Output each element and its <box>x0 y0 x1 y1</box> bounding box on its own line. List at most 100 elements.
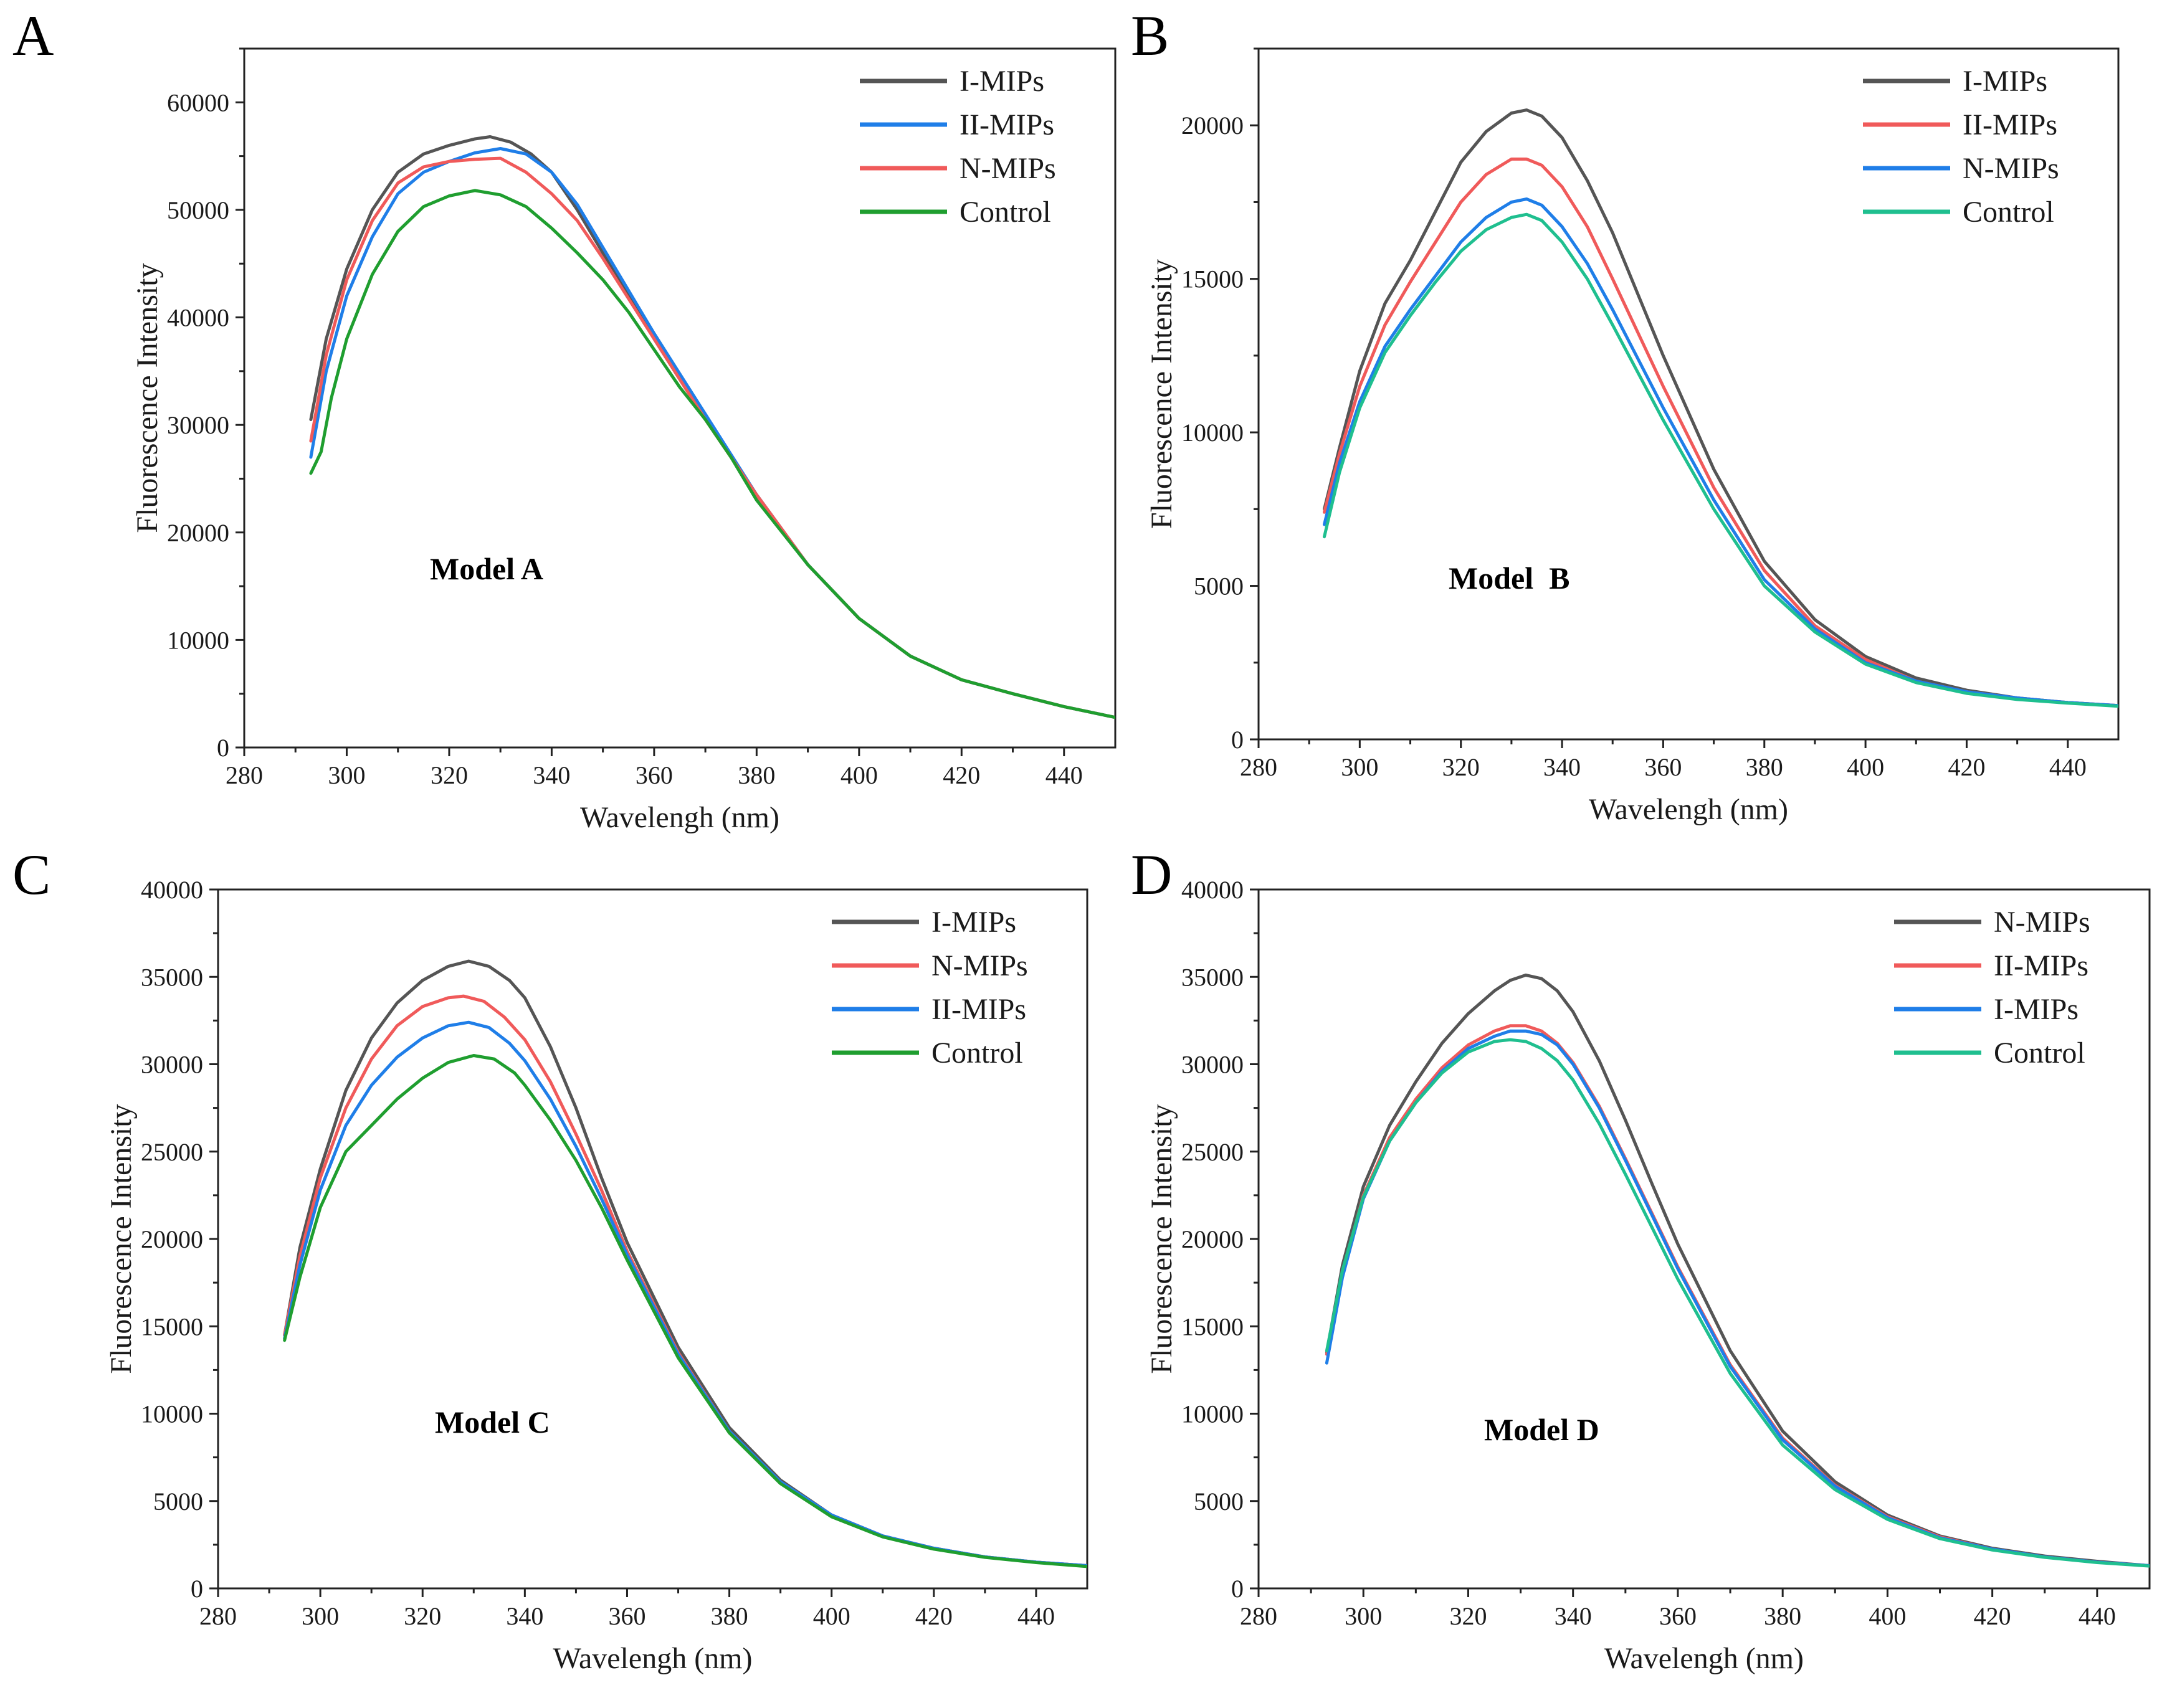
y-tick-label: 20000 <box>167 519 229 547</box>
panel-b: B 280 300 320 340 360 380 400 420 440 0 5000 10000 15… <box>1131 4 2120 826</box>
y-axis-title: Fluorescence Intensity <box>131 263 164 533</box>
y-tick-label: 15000 <box>1181 1312 1244 1340</box>
x-tick-label: 420 <box>1974 1602 2011 1630</box>
y-tick-label: 20000 <box>1181 1225 1244 1253</box>
y-axis-title: Fluorescence Intensity <box>1145 259 1178 529</box>
x-tick-label: 340 <box>1555 1602 1592 1630</box>
y-tick-label: 5000 <box>1194 1487 1244 1516</box>
x-tick-label: 440 <box>2079 1602 2116 1630</box>
legend-label: II-MIPs <box>1963 108 2057 141</box>
series-line-control <box>1323 212 2118 708</box>
y-tick-label: 15000 <box>141 1312 203 1340</box>
x-tick-label: 360 <box>1644 753 1682 781</box>
legend-label: Control <box>931 1037 1023 1070</box>
x-tick-label: 300 <box>328 761 365 789</box>
x-tick-label: 300 <box>302 1602 339 1630</box>
legend-label: N-MIPs <box>1963 152 2059 185</box>
x-tick-label: 400 <box>1869 1602 1906 1630</box>
series-line-control <box>1325 1038 2150 1568</box>
legend-label: II-MIPs <box>931 993 1026 1026</box>
y-tick-label: 40000 <box>167 304 229 332</box>
x-axis-title: Wavelengh (nm) <box>1589 793 1788 826</box>
x-tick-label: 420 <box>1948 753 1985 781</box>
x-tick-label: 280 <box>199 1602 237 1630</box>
legend-label: Control <box>1963 196 2054 229</box>
y-tick-label: 25000 <box>1181 1138 1244 1166</box>
legend-label: Control <box>960 196 1051 229</box>
x-tick-label: 320 <box>1442 753 1480 781</box>
y-tick-label: 25000 <box>141 1138 203 1166</box>
x-tick-label: 440 <box>1017 1602 1055 1630</box>
x-axis-title: Wavelengh (nm) <box>1604 1642 1804 1675</box>
y-tick-label: 0 <box>191 1575 203 1603</box>
plot-frame <box>243 47 1117 749</box>
x-tick-label: 280 <box>226 761 263 789</box>
x-tick-label: 340 <box>506 1602 543 1630</box>
y-tick-label: 5000 <box>153 1487 203 1516</box>
x-tick-label: 400 <box>813 1602 850 1630</box>
y-tick-label: 10000 <box>1181 419 1244 447</box>
legend-label: N-MIPs <box>960 152 1056 185</box>
y-tick-label: 0 <box>1231 726 1244 754</box>
legend-label: II-MIPs <box>1994 949 2088 982</box>
y-tick-label: 35000 <box>1181 963 1244 991</box>
y-tick-label: 5000 <box>1194 572 1244 600</box>
y-tick-label: 10000 <box>167 626 229 654</box>
x-tick-label: 420 <box>943 761 980 789</box>
x-tick-label: 340 <box>533 761 570 789</box>
legend-label: I-MIPs <box>1963 65 2047 98</box>
legend-label: Control <box>1994 1037 2085 1070</box>
panel-c: C 280 300 320 340 360 380 400 420 440 0 5000 10000 15… <box>12 843 1088 1675</box>
x-tick-label: 320 <box>431 761 468 789</box>
y-tick-label: 0 <box>1231 1575 1244 1603</box>
series-line-i-mips <box>1323 108 2118 708</box>
x-tick-label: 380 <box>1746 753 1783 781</box>
x-tick-label: 380 <box>1764 1602 1801 1630</box>
plot-frame <box>1257 47 2120 741</box>
y-tick-label: 60000 <box>167 88 229 116</box>
legend-label: N-MIPs <box>931 949 1028 982</box>
panel-d: D 280 300 320 340 360 380 400 420 440 0 5000 10000 15… <box>1131 843 2151 1675</box>
panel-letter: A <box>12 4 54 67</box>
legend-label: II-MIPs <box>960 108 1054 141</box>
x-tick-label: 440 <box>2049 753 2087 781</box>
x-tick-label: 360 <box>1659 1602 1697 1630</box>
x-tick-label: 380 <box>738 761 775 789</box>
model-annotation: Model A <box>430 551 543 586</box>
legend-label: N-MIPs <box>1994 906 2090 939</box>
x-tick-label: 360 <box>608 1602 645 1630</box>
x-tick-label: 360 <box>636 761 673 789</box>
x-axis-title: Wavelengh (nm) <box>553 1642 752 1675</box>
x-tick-label: 300 <box>1341 753 1378 781</box>
panel-letter: C <box>12 843 50 906</box>
series-line-control <box>309 189 1115 719</box>
panel-letter: D <box>1131 843 1172 906</box>
model-annotation: Model C <box>435 1405 550 1440</box>
y-tick-label: 40000 <box>141 876 203 904</box>
y-tick-label: 30000 <box>167 411 229 439</box>
y-tick-label: 10000 <box>1181 1400 1244 1428</box>
panel-a: A 280 300 320 340 360 380 400 420 440 0 10000 20000 3… <box>12 4 1117 834</box>
x-tick-label: 280 <box>1240 1602 1277 1630</box>
x-tick-label: 420 <box>915 1602 953 1630</box>
x-tick-label: 320 <box>1449 1602 1487 1630</box>
x-tick-label: 280 <box>1240 753 1277 781</box>
x-tick-label: 400 <box>841 761 878 789</box>
x-tick-label: 380 <box>711 1602 748 1630</box>
y-axis-title: Fluorescence Intensity <box>105 1104 138 1374</box>
y-tick-label: 40000 <box>1181 876 1244 904</box>
x-axis-title: Wavelengh (nm) <box>580 801 779 834</box>
legend-label: I-MIPs <box>960 65 1044 98</box>
y-tick-label: 30000 <box>1181 1051 1244 1079</box>
legend-label: I-MIPs <box>1994 993 2079 1026</box>
y-tick-label: 50000 <box>167 196 229 224</box>
y-tick-label: 15000 <box>1181 265 1244 293</box>
y-axis-title: Fluorescence Intensity <box>1145 1104 1178 1374</box>
panel-letter: B <box>1131 4 1169 67</box>
y-tick-label: 20000 <box>141 1225 203 1253</box>
x-tick-label: 440 <box>1045 761 1083 789</box>
y-tick-label: 10000 <box>141 1400 203 1428</box>
x-tick-label: 320 <box>404 1602 441 1630</box>
model-annotation: Model D <box>1484 1412 1599 1447</box>
